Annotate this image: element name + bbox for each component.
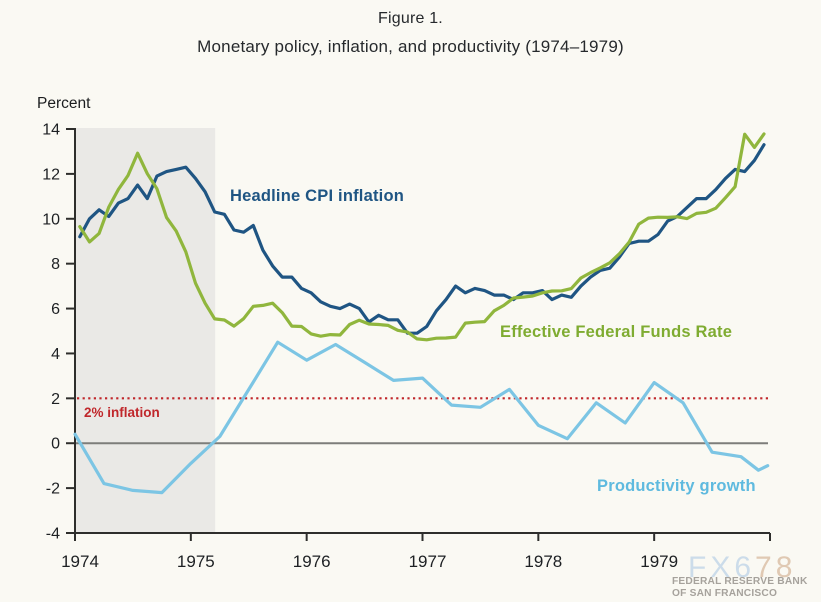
series-line-productivity [73, 340, 770, 495]
figure-title: Figure 1. [378, 10, 443, 27]
x-tick-label: 1977 [409, 552, 447, 571]
y-tick-label: 0 [51, 436, 60, 453]
y-tick-label: 2 [51, 391, 60, 408]
y-tick-label: -2 [46, 481, 60, 498]
watermark-brand-part2: 78 [755, 551, 796, 584]
watermark-brand: FX678 [688, 551, 796, 584]
reference-lines-layer [75, 397, 768, 445]
y-tick-label: -4 [46, 526, 60, 543]
watermark-brand-part1: FX6 [688, 551, 755, 584]
inflation-target-label: 2% inflation [84, 405, 160, 420]
series-layer [73, 132, 770, 495]
watermark-org-line1: FEDERAL RESERVE BANK [672, 576, 808, 587]
x-tick-label: 1974 [61, 552, 99, 571]
productivity-series-label: Productivity growth [597, 477, 756, 495]
y-tick-label: 6 [51, 301, 60, 318]
series-line-ffr [78, 132, 766, 342]
figure-subtitle: Monetary policy, inflation, and producti… [197, 37, 624, 56]
x-tick-label: 1979 [640, 552, 678, 571]
cpi-series-label: Headline CPI inflation [230, 187, 404, 205]
series-line-cpi [78, 143, 766, 335]
y-axis-unit-label: Percent [37, 95, 91, 112]
y-tick-label: 10 [42, 211, 60, 228]
watermark-org-line2: OF SAN FRANCISCO [672, 588, 777, 599]
x-tick-label: 1978 [524, 552, 562, 571]
ffr-series-label: Effective Federal Funds Rate [500, 323, 732, 341]
y-tick-label: 14 [42, 122, 60, 139]
x-tick-label: 1975 [177, 552, 215, 571]
x-tick-label: 1976 [293, 552, 331, 571]
y-tick-label: 8 [51, 256, 60, 273]
y-tick-label: 4 [51, 346, 60, 363]
y-tick-label: 12 [42, 166, 60, 183]
